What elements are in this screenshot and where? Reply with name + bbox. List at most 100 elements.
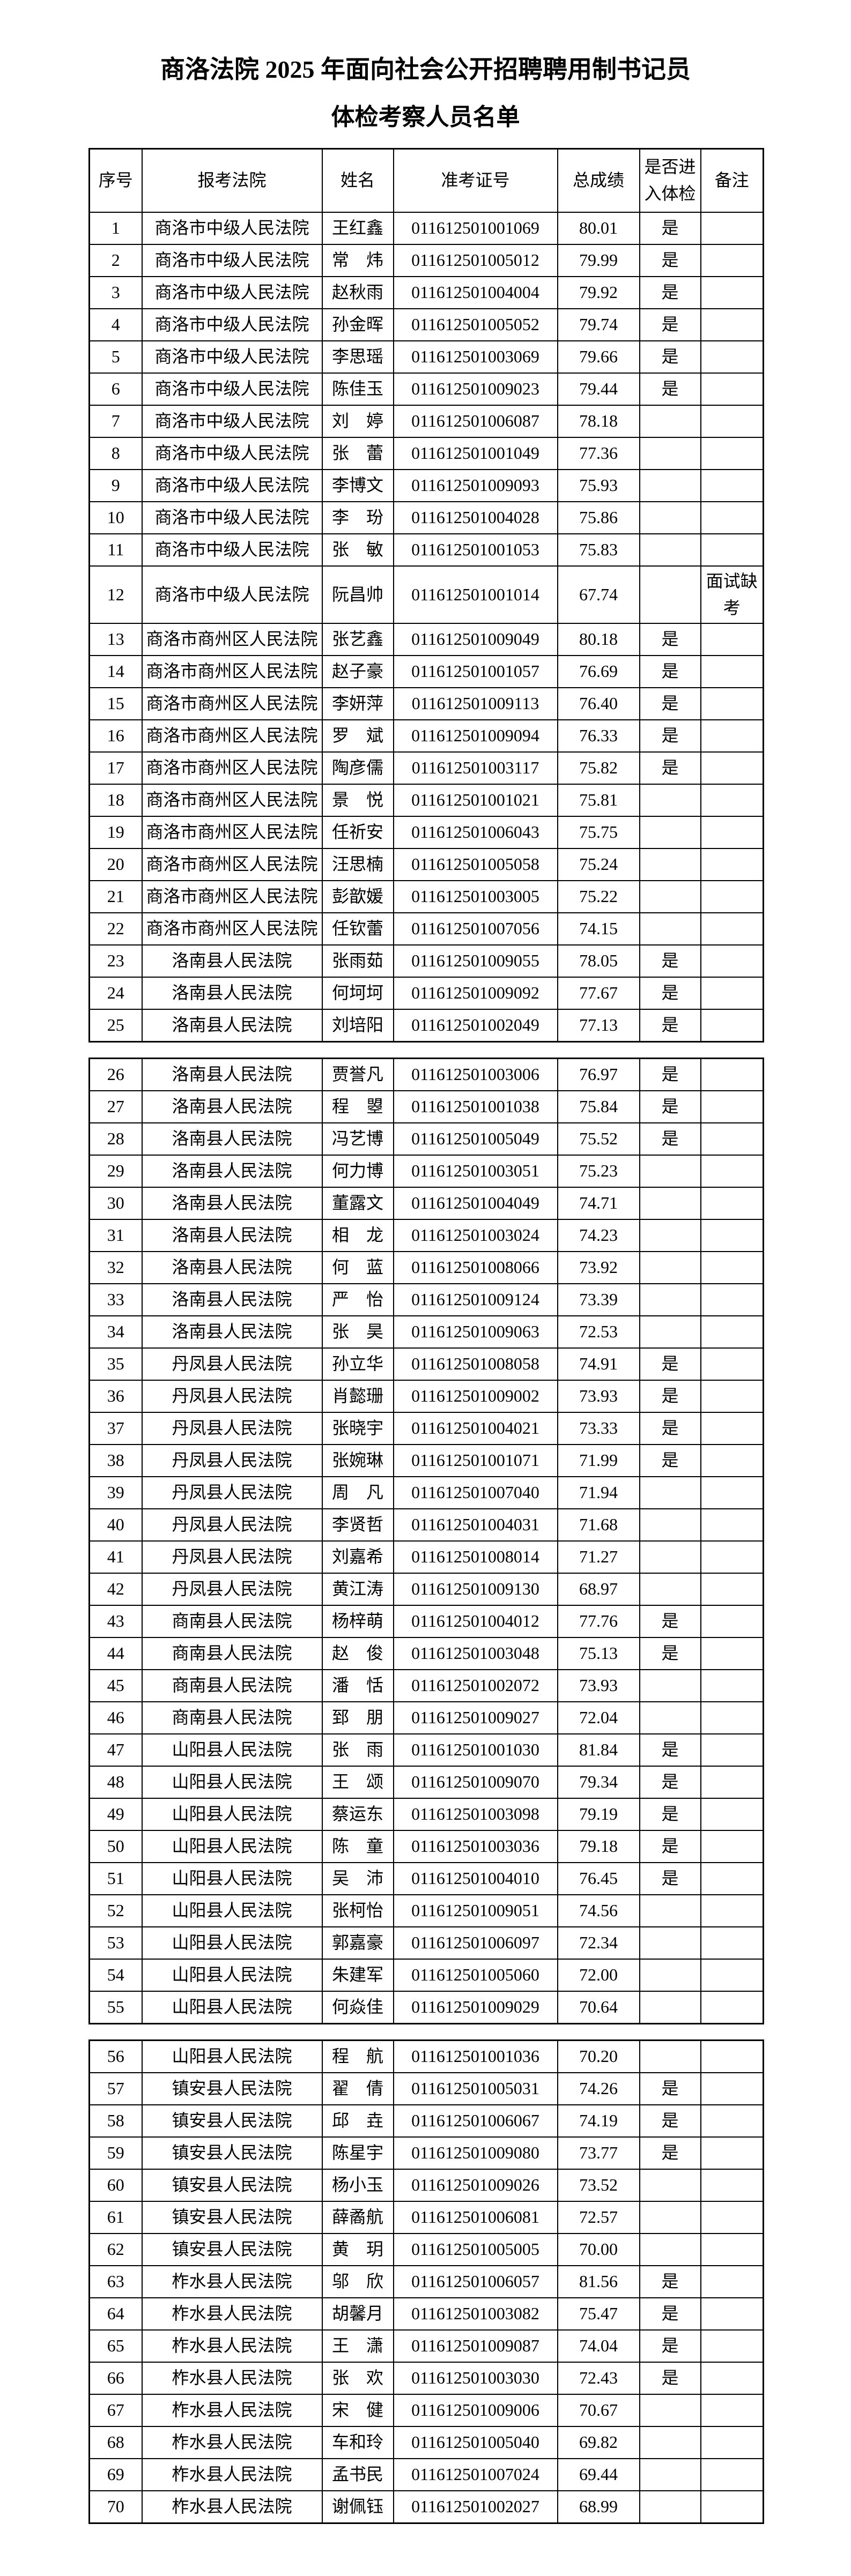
cell-score: 72.34 — [557, 1926, 640, 1960]
table-row: 49 山阳县人民法院 蔡运东 011612501003098 79.19 是 — [88, 1798, 764, 1832]
cell-remark — [700, 1508, 764, 1542]
cell-court: 山阳县人民法院 — [141, 1862, 323, 1896]
cell-enter — [639, 404, 701, 438]
cell-score: 67.74 — [557, 565, 640, 624]
cell-remark — [700, 2297, 764, 2331]
cell-enter — [639, 816, 701, 850]
cell-no: 47 — [88, 1733, 143, 1767]
cell-court: 丹凤县人民法院 — [141, 1412, 323, 1446]
cell-no: 29 — [88, 1155, 143, 1188]
cell-no: 37 — [88, 1412, 143, 1446]
cell-court: 洛南县人民法院 — [141, 1219, 323, 1253]
cell-name: 相 龙 — [321, 1219, 394, 1253]
cell-remark — [700, 1733, 764, 1767]
cell-remark — [700, 2072, 764, 2106]
cell-score: 74.19 — [557, 2104, 640, 2138]
cell-court: 丹凤县人民法院 — [141, 1347, 323, 1381]
table-row: 55 山阳县人民法院 何焱佳 011612501009029 70.64 — [88, 1991, 764, 2024]
cell-no: 49 — [88, 1798, 143, 1832]
cell-name: 孙金晖 — [321, 308, 394, 341]
cell-no: 33 — [88, 1283, 143, 1317]
cell-ticket: 011612501001030 — [393, 1733, 558, 1767]
cell-no: 52 — [88, 1894, 143, 1928]
cell-enter — [639, 1669, 701, 1703]
cell-no: 30 — [88, 1187, 143, 1220]
cell-score: 75.93 — [557, 468, 640, 502]
cell-enter: 是 — [639, 308, 701, 341]
table-row: 23 洛南县人民法院 张雨茹 011612501009055 78.05 是 — [88, 944, 764, 978]
cell-remark — [700, 2169, 764, 2202]
cell-ticket: 011612501009093 — [393, 468, 558, 502]
cell-no: 36 — [88, 1380, 143, 1413]
cell-name: 张 蕾 — [321, 436, 394, 470]
cell-name: 王红鑫 — [321, 211, 394, 245]
table-row: 27 洛南县人民法院程 曌 011612501001038 75.84 是 — [88, 1090, 764, 1124]
cell-no: 1 — [88, 211, 143, 245]
cell-enter: 是 — [639, 687, 701, 721]
cell-score: 79.66 — [557, 340, 640, 374]
cell-no: 35 — [88, 1347, 143, 1381]
cell-enter: 是 — [639, 1090, 701, 1124]
cell-score: 75.52 — [557, 1122, 640, 1156]
cell-remark — [700, 816, 764, 850]
cell-score: 72.53 — [557, 1315, 640, 1349]
cell-name: 何焱佳 — [321, 1991, 394, 2024]
cell-court: 镇安县人民法院 — [141, 2104, 323, 2138]
header-no: 序号 — [88, 148, 143, 213]
table-row: 4 商洛市中级人民法院 孙金晖 011612501005052 79.74 是 — [88, 308, 764, 341]
cell-name: 王 潇 — [321, 2329, 394, 2363]
cell-remark — [700, 2426, 764, 2460]
table-row: 41 丹凤县人民法院 刘嘉希 011612501008014 71.27 — [88, 1540, 764, 1574]
cell-name: 刘培阳 — [321, 1009, 394, 1043]
table-row: 24 洛南县人民法院 何坷坷 011612501009092 77.67 是 — [88, 977, 764, 1010]
cell-court: 山阳县人民法院 — [141, 1733, 323, 1767]
cell-enter: 是 — [639, 655, 701, 689]
cell-score: 81.84 — [557, 1733, 640, 1767]
cell-enter — [639, 912, 701, 946]
cell-no: 14 — [88, 655, 143, 689]
cell-remark — [700, 1701, 764, 1735]
cell-name: 孟书民 — [321, 2458, 394, 2492]
table-row: 18 商洛市商州区人民法院景 悦 011612501001021 75.81 — [88, 784, 764, 817]
cell-name: 邬 欣 — [321, 2265, 394, 2299]
cell-enter — [639, 1701, 701, 1735]
cell-name: 阮昌帅 — [321, 565, 394, 624]
cell-court: 商洛市商州区人民法院 — [141, 816, 323, 850]
cell-score: 78.05 — [557, 944, 640, 978]
table-row: 8 商洛市中级人民法院张 蕾 011612501001049 77.36 — [88, 436, 764, 470]
cell-score: 72.00 — [557, 1959, 640, 1992]
cell-court: 山阳县人民法院 — [141, 2039, 323, 2074]
table-row: 36 丹凤县人民法院 肖懿珊 011612501009002 73.93 是 — [88, 1380, 764, 1413]
table-row: 30 洛南县人民法院 董露文 011612501004049 74.71 — [88, 1187, 764, 1220]
cell-name: 陈佳玉 — [321, 372, 394, 406]
cell-no: 15 — [88, 687, 143, 721]
cell-court: 镇安县人民法院 — [141, 2201, 323, 2235]
cell-name: 李博文 — [321, 468, 394, 502]
table-row: 13 商洛市商州区人民法院 张艺鑫 011612501009049 80.18 是 — [88, 623, 764, 657]
cell-remark — [700, 372, 764, 406]
table-row: 10 商洛市中级人民法院李 玢 011612501004028 75.86 — [88, 501, 764, 534]
cell-ticket: 011612501005058 — [393, 848, 558, 882]
cell-court: 丹凤县人民法院 — [141, 1444, 323, 1478]
cell-ticket: 011612501004004 — [393, 276, 558, 309]
cell-no: 8 — [88, 436, 143, 470]
cell-no: 54 — [88, 1959, 143, 1992]
cell-ticket: 011612501008066 — [393, 1251, 558, 1285]
cell-court: 镇安县人民法院 — [141, 2233, 323, 2267]
cell-enter: 是 — [639, 2329, 701, 2363]
cell-enter — [639, 2394, 701, 2428]
cell-ticket: 011612501009094 — [393, 719, 558, 753]
cell-enter: 是 — [639, 1766, 701, 1799]
cell-remark — [700, 1090, 764, 1124]
cell-score: 81.56 — [557, 2265, 640, 2299]
cell-remark — [700, 1251, 764, 1285]
cell-ticket: 011612501004028 — [393, 501, 558, 534]
table-row: 2 商洛市中级人民法院常 炜 011612501005012 79.99 是 — [88, 243, 764, 277]
cell-remark — [700, 1009, 764, 1043]
cell-enter — [639, 1315, 701, 1349]
cell-name: 程 曌 — [321, 1090, 394, 1124]
table-row: 60 镇安县人民法院 杨小玉 011612501009026 73.52 — [88, 2169, 764, 2202]
cell-court: 商洛市中级人民法院 — [141, 340, 323, 374]
cell-score: 73.33 — [557, 1412, 640, 1446]
cell-remark — [700, 211, 764, 245]
